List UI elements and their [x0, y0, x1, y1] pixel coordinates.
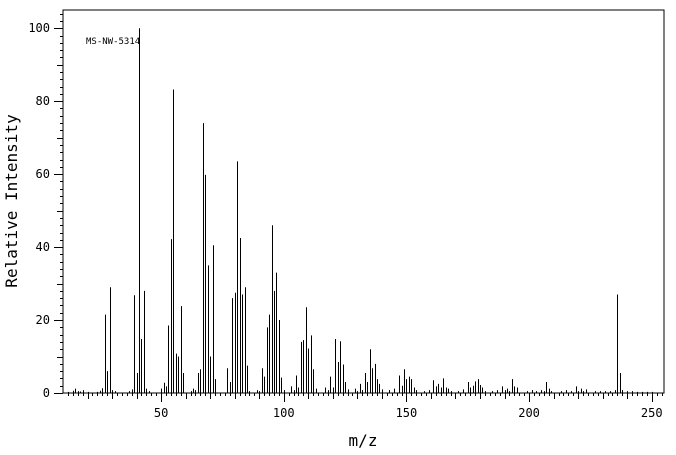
y-tick-label: 60 [36, 167, 50, 181]
peak-bars [68, 28, 653, 393]
x-axis-title: m/z [349, 431, 378, 450]
x-tick-label: 200 [518, 406, 540, 420]
x-tick-label: 150 [396, 406, 418, 420]
y-tick-label: 0 [43, 386, 50, 400]
x-tick-label: 50 [154, 406, 168, 420]
y-tick-label: 80 [36, 94, 50, 108]
x-tick-label: 100 [273, 406, 295, 420]
x-axis-ticks: 50 100 150 200 250 [68, 393, 663, 420]
y-axis-title: Relative Intensity [2, 114, 21, 288]
x-tick-label: 250 [641, 406, 663, 420]
spectrum-annotation: MS-NW-5314 [86, 37, 140, 47]
y-tick-label: 40 [36, 240, 50, 254]
plot-frame [62, 9, 665, 394]
y-axis-ticks: 0 20 40 60 80 100 [28, 14, 63, 400]
y-tick-label: 100 [28, 21, 50, 35]
y-tick-label: 20 [36, 313, 50, 327]
